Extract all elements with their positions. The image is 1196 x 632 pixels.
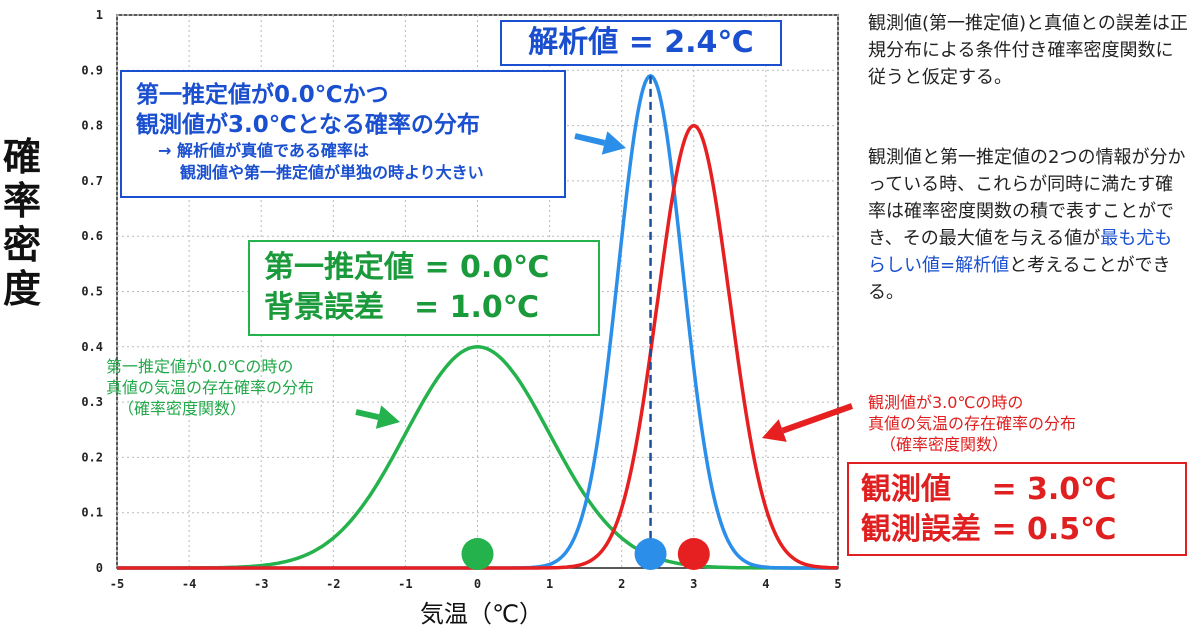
background-value-box: 第一推定値 = 0.0℃ 背景誤差 = 1.0℃ — [248, 240, 600, 336]
green-arrow-shaft — [355, 409, 380, 421]
x-tick-label: -3 — [254, 577, 268, 591]
green-note-line: 第一推定値が0.0℃の時の — [106, 357, 294, 376]
red-note-line: 真値の気温の存在確率の分布 — [868, 414, 1077, 433]
x-tick-label: 0 — [474, 577, 481, 591]
joint-line-4: 観測値や第一推定値が単独の時より大きい — [180, 163, 484, 182]
y-tick-label: 0.3 — [81, 395, 103, 409]
y-tick-label: 0 — [96, 561, 103, 575]
y-tick-label: 0.6 — [81, 229, 103, 243]
value-marker — [677, 538, 710, 570]
y-tick-label: 0.8 — [81, 119, 103, 133]
explanation-text: 観測値と第一推定値の2つの情報が分かっている時、これらが同時に満たす確率は確率密… — [868, 144, 1190, 306]
y-tick-label: 0.4 — [81, 340, 103, 354]
x-tick-label: 3 — [690, 577, 697, 591]
green-arrow-head — [375, 405, 400, 429]
explanation-highlight: 最も尤もらしい値=解析値 — [868, 228, 1173, 276]
y-axis-label-char: 度 — [2, 267, 41, 311]
blue-arrow-shaft — [574, 133, 606, 146]
red-note-line: （確率密度関数） — [880, 435, 1009, 454]
blue-arrow-head — [601, 131, 626, 155]
x-tick-label: -5 — [110, 577, 124, 591]
green-note-line: （確率密度関数） — [118, 399, 247, 418]
x-tick-label: -2 — [326, 577, 340, 591]
assumption-text: 観測値(第一推定値)と真値との誤差は正規分布による条件付き確率密度関数に従うと仮… — [868, 13, 1188, 88]
x-axis-label: 気温（℃） — [420, 600, 543, 628]
red-arrow-head — [762, 419, 787, 442]
y-tick-label: 0.7 — [81, 174, 103, 188]
x-tick-label: -4 — [182, 577, 196, 591]
y-tick-label: 0.5 — [81, 285, 103, 299]
analysis-value-box: 解析値 = 2.4℃ — [500, 20, 782, 66]
x-tick-label: 5 — [834, 577, 841, 591]
y-tick-label: 0.9 — [81, 63, 103, 77]
y-tick-label: 0.2 — [81, 450, 103, 464]
x-tick-label: 2 — [618, 577, 625, 591]
explanation-part-a: 観測値と第一推定値の2つの情報が分かっている時、これらが同時に満たす確率は確率密… — [868, 147, 1186, 249]
joint-line-2: 観測値が3.0℃となる確率の分布 — [136, 112, 480, 138]
joint-line-3: → 解析値が真値である確率は — [158, 141, 369, 160]
y-tick-label: 0.1 — [81, 506, 103, 520]
y-axis-label-char: 確 — [2, 135, 41, 179]
value-marker — [634, 538, 667, 570]
red-distribution-note: 観測値が3.0℃の時の 真値の気温の存在確率の分布 （確率密度関数） — [868, 392, 1076, 455]
green-distribution-note: 第一推定値が0.0℃の時の 真値の気温の存在確率の分布 （確率密度関数） — [106, 356, 314, 419]
value-marker — [461, 538, 494, 570]
explanation-part-c: と考えることができる。 — [868, 255, 1171, 303]
y-axis-label-char: 密 — [2, 223, 41, 267]
x-tick-label: 4 — [762, 577, 769, 591]
joint-line-1: 第一推定値が0.0℃かつ — [136, 82, 389, 108]
observation-value-box: 観測値 = 3.0℃ 観測誤差 = 0.5℃ — [847, 462, 1187, 556]
green-note-line: 真値の気温の存在確率の分布 — [106, 378, 315, 397]
x-tick-label: 1 — [546, 577, 553, 591]
red-note-line: 観測値が3.0℃の時の — [868, 393, 1024, 412]
y-axis-label-char: 率 — [2, 179, 41, 223]
red-arrow-shaft — [781, 403, 854, 434]
y-tick-label: 1 — [96, 8, 103, 22]
x-tick-label: -1 — [398, 577, 412, 591]
joint-distribution-box: 第一推定値が0.0℃かつ 観測値が3.0℃となる確率の分布 → 解析値が真値であ… — [120, 70, 566, 198]
